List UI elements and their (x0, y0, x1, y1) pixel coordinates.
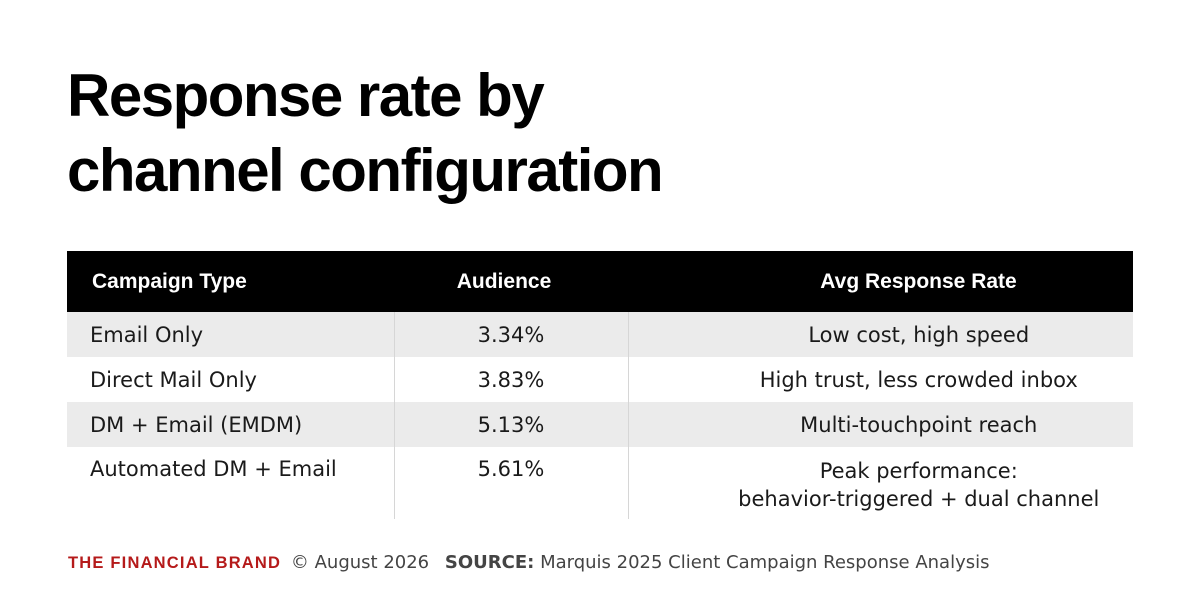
column-header-audience: Audience (394, 251, 628, 312)
table-body: Email Only 3.34% Low cost, high speed Di… (67, 312, 1133, 519)
response-rate-table: Campaign Type Audience Avg Response Rate… (67, 251, 1133, 519)
brand-logo: THE FINANCIAL BRAND (68, 554, 282, 572)
cell-avg-response-rate: Low cost, high speed (628, 312, 1133, 357)
title-line-2: channel configuration (67, 137, 664, 204)
rate-line-2: behavior-triggered + dual channel (738, 487, 1100, 511)
table-row: Email Only 3.34% Low cost, high speed (67, 312, 1133, 357)
cell-audience: 3.83% (394, 357, 629, 402)
response-rate-table-container: Campaign Type Audience Avg Response Rate… (67, 251, 1133, 519)
cell-audience: 5.61% (394, 447, 629, 519)
copyright: © August 2026 (290, 552, 430, 573)
table-row: Direct Mail Only 3.83% High trust, less … (67, 357, 1133, 402)
rate-line-1: Peak performance: (819, 459, 1018, 483)
cell-campaign-type: Automated DM + Email (67, 447, 395, 519)
page-title: Response rate by channel configuration (67, 58, 967, 208)
table-row: DM + Email (EMDM) 5.13% Multi-touchpoint… (67, 402, 1133, 447)
header-row: Campaign Type Audience Avg Response Rate (67, 251, 1133, 312)
table-row: Automated DM + Email 5.61% Peak performa… (67, 447, 1133, 519)
cell-audience: 5.13% (394, 402, 629, 447)
column-header-campaign-type: Campaign Type (67, 251, 394, 312)
source-label: SOURCE: (444, 552, 535, 573)
cell-campaign-type: Direct Mail Only (67, 357, 395, 402)
cell-avg-response-rate: Multi-touchpoint reach (628, 402, 1133, 447)
cell-avg-response-rate: High trust, less crowded inbox (759, 367, 1078, 392)
footer: THE FINANCIAL BRAND © August 2026 SOURCE… (68, 552, 989, 573)
cell-campaign-type: DM + Email (EMDM) (67, 402, 395, 447)
title-line-1: Response rate by (67, 62, 545, 129)
cell-campaign-type: Email Only (67, 312, 395, 357)
source-text: Marquis 2025 Client Campaign Response An… (540, 552, 990, 573)
cell-audience: 3.34% (394, 312, 629, 357)
cell-avg-response-rate: Peak performance: behavior-triggered + d… (628, 447, 1133, 519)
column-header-avg-response-rate: Avg Response Rate (628, 251, 1133, 312)
table-header: Campaign Type Audience Avg Response Rate (67, 251, 1133, 312)
